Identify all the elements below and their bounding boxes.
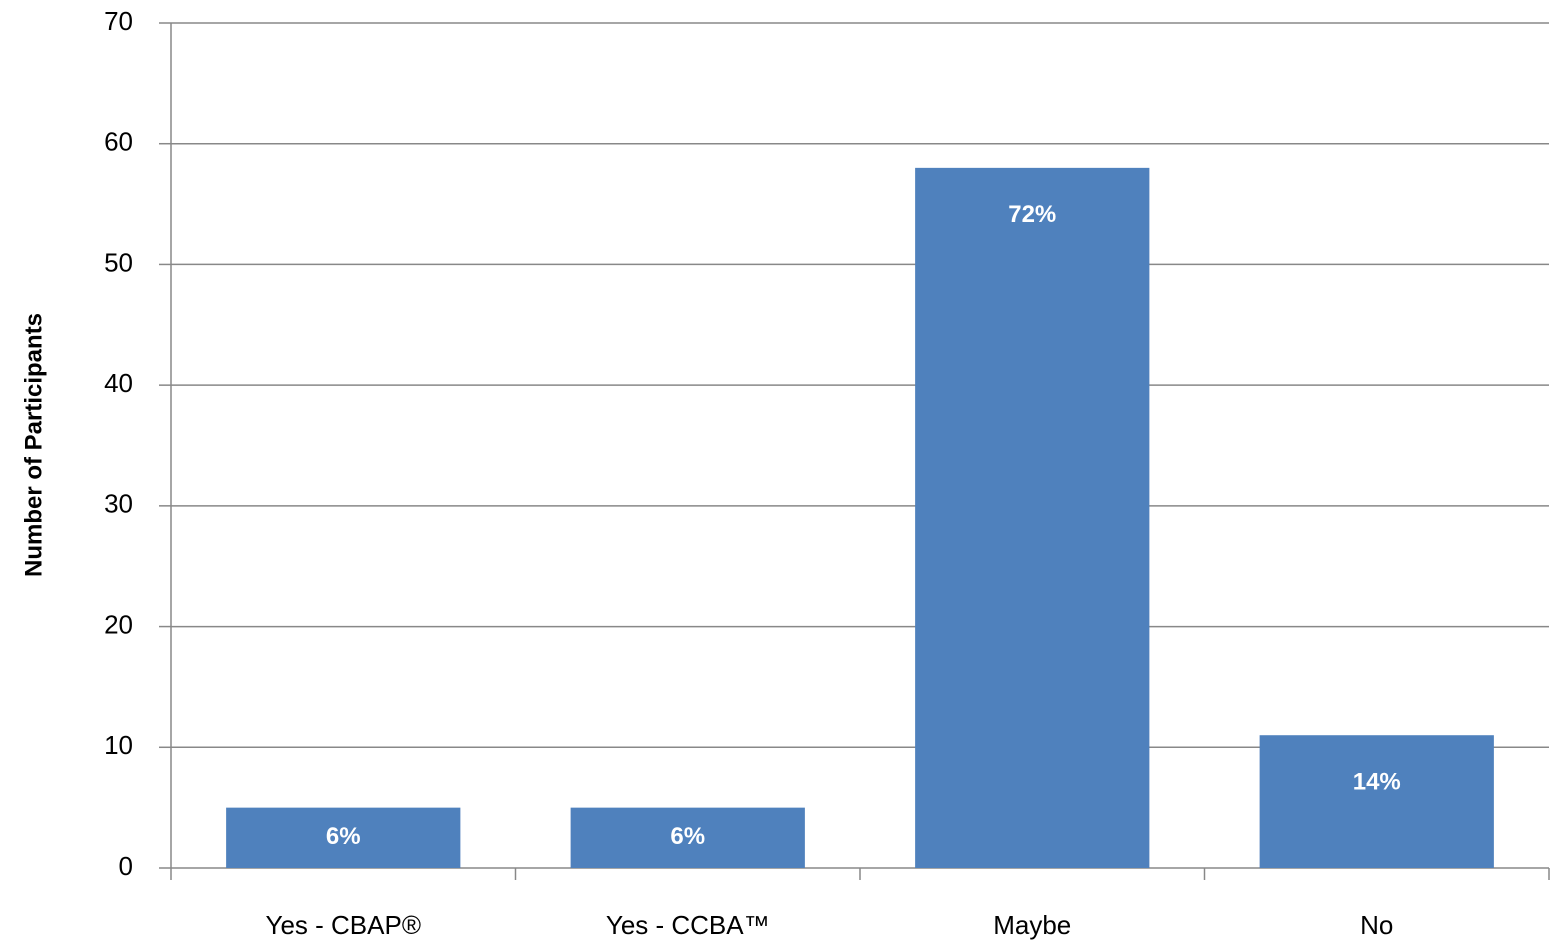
value-label: 72% — [1008, 201, 1056, 228]
y-axis-title: Number of Participants — [20, 313, 47, 577]
x-tick-label: Maybe — [993, 910, 1071, 940]
bar — [570, 807, 805, 868]
y-tick-label: 40 — [104, 368, 133, 398]
y-tick-label: 60 — [104, 127, 133, 157]
y-tick-label: 50 — [104, 247, 133, 277]
x-tick-label: Yes - CBAP® — [266, 910, 421, 940]
bar — [1259, 735, 1494, 868]
y-tick-label: 0 — [119, 851, 133, 881]
value-label: 6% — [670, 823, 705, 850]
y-tick-label: 70 — [104, 6, 133, 36]
value-label: 14% — [1353, 769, 1401, 796]
bar — [226, 807, 461, 868]
x-tick-label: Yes - CCBA™ — [606, 910, 770, 940]
x-tick-label: No — [1360, 910, 1393, 940]
y-tick-label: 30 — [104, 489, 133, 519]
value-label: 6% — [326, 823, 361, 850]
bar — [915, 167, 1150, 868]
y-tick-label: 20 — [104, 609, 133, 639]
y-tick-label: 10 — [104, 730, 133, 760]
